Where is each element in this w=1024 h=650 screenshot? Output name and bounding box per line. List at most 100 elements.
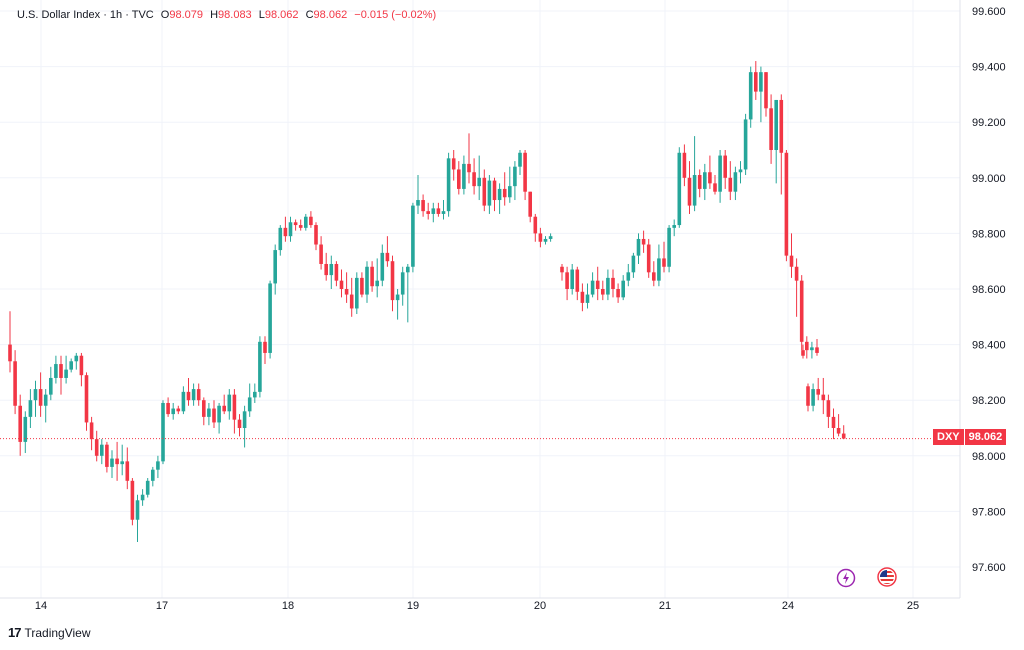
symbol-legend: U.S. Dollar Index · 1h · TVC O98.079 H98… xyxy=(17,9,436,21)
candle-body xyxy=(89,422,94,440)
candle-body xyxy=(237,419,242,428)
candle-body xyxy=(826,400,831,417)
price-tick-label: 99.600 xyxy=(972,6,1006,18)
candle-body xyxy=(441,211,446,214)
candle-body xyxy=(601,289,605,295)
brand-name: TradingView xyxy=(24,625,91,640)
candle-body xyxy=(120,461,124,465)
candle-body xyxy=(831,416,836,428)
candle-body xyxy=(298,225,303,228)
candle-body xyxy=(457,169,461,189)
candle-body xyxy=(754,72,758,92)
candle-body xyxy=(207,408,211,417)
candle-body xyxy=(8,344,12,362)
candle-body xyxy=(748,72,753,120)
candle-body xyxy=(606,277,610,295)
candle-body xyxy=(385,252,390,262)
candle-body xyxy=(283,227,288,237)
candle-body xyxy=(329,263,334,276)
time-tick-label: 19 xyxy=(407,600,419,612)
candle-body xyxy=(533,216,538,234)
time-axis[interactable]: 14 17 18 19 20 21 24 25 xyxy=(35,600,919,612)
tradingview-branding[interactable]: 17 TradingView xyxy=(8,625,91,640)
price-tick-label: 98.000 xyxy=(972,451,1006,463)
candle-body xyxy=(497,188,502,201)
candle-body xyxy=(135,500,140,520)
candle-body xyxy=(836,428,841,434)
high-value: 98.083 xyxy=(218,9,252,21)
candle-body xyxy=(365,266,369,295)
change-value: −0.015 (−0.02%) xyxy=(354,9,437,21)
price-axis[interactable]: 99.600 99.400 99.200 99.000 98.800 98.600 98.4… xyxy=(972,6,1006,574)
time-tick-label: 18 xyxy=(282,600,294,612)
candle-body xyxy=(779,99,784,153)
candle-body xyxy=(156,461,160,470)
candle-body xyxy=(390,261,395,301)
candle-body xyxy=(595,280,600,289)
candle-body xyxy=(18,405,22,442)
candle-body xyxy=(334,263,339,281)
candle-body xyxy=(801,350,805,356)
symbol-title[interactable]: U.S. Dollar Index · 1h · TVC xyxy=(17,9,154,21)
ticker-label: DXY xyxy=(933,429,965,445)
candle-body xyxy=(339,280,344,289)
candle-body xyxy=(217,405,221,423)
candle-body xyxy=(548,236,553,239)
candle-body xyxy=(186,391,191,401)
candle-body xyxy=(411,205,415,267)
candle-body xyxy=(79,355,84,376)
price-tick-label: 99.200 xyxy=(972,117,1006,129)
candle-body xyxy=(616,289,620,298)
candle-body xyxy=(723,155,727,178)
candle-body xyxy=(575,269,580,292)
candle-body xyxy=(759,72,763,92)
candle-body xyxy=(64,369,68,378)
candle-body xyxy=(611,277,615,289)
candle-body xyxy=(349,294,354,309)
candle-body xyxy=(774,99,778,150)
candle-body xyxy=(641,238,646,245)
candle-body xyxy=(794,266,799,281)
candle-body xyxy=(815,347,819,353)
candle-body xyxy=(560,266,564,273)
price-tick-label: 97.600 xyxy=(972,562,1006,574)
candle-body xyxy=(810,347,814,351)
candle-body xyxy=(672,225,676,228)
candle-body xyxy=(502,188,507,198)
time-tick-label: 20 xyxy=(534,600,546,612)
candle-body xyxy=(652,272,656,281)
candle-body xyxy=(13,361,17,406)
candle-body xyxy=(344,289,349,295)
candle-body xyxy=(513,166,517,187)
low-label: L xyxy=(258,9,265,21)
candle-body xyxy=(59,364,63,378)
candle-body xyxy=(278,227,283,251)
candle-body xyxy=(708,172,712,184)
candle-body xyxy=(33,389,38,401)
economic-event-icon[interactable] xyxy=(836,568,856,588)
time-tick-label: 24 xyxy=(782,600,794,612)
candle-body xyxy=(565,272,569,289)
time-tick-label: 14 xyxy=(35,600,47,612)
candle-body xyxy=(692,175,697,206)
time-tick-label: 21 xyxy=(659,600,671,612)
candle-body xyxy=(273,250,277,284)
candle-body xyxy=(784,152,789,256)
candle-body xyxy=(288,222,293,237)
candle-body xyxy=(703,172,707,189)
candle-body xyxy=(728,177,733,192)
candle-body xyxy=(406,266,410,273)
candle-body xyxy=(49,377,53,395)
candle-body xyxy=(222,405,226,412)
candle-body xyxy=(743,119,748,170)
candle-body xyxy=(54,364,58,378)
us-flag-event-icon[interactable] xyxy=(877,567,897,587)
candle-body xyxy=(451,158,456,170)
candle-body xyxy=(319,244,323,264)
candle-body xyxy=(528,191,532,217)
candle-body xyxy=(268,283,272,353)
candle-body xyxy=(570,269,574,289)
candle-body xyxy=(43,394,48,406)
candle-body xyxy=(375,280,379,287)
